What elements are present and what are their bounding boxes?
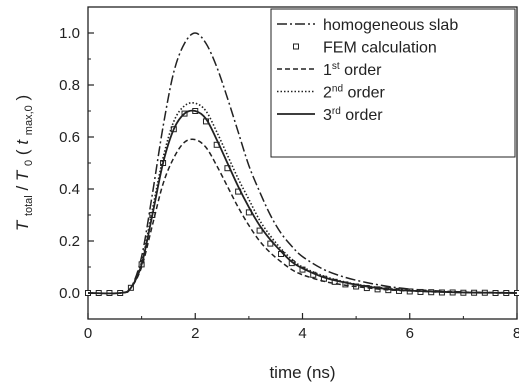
axis-ticks: 0 2 4 6 8 0.0 0.2 0.4 0.6 0.8 1.0 [59,6,519,342]
x-tick-label-3: 6 [406,325,414,342]
y-label-total-subscript: total [23,195,35,216]
fem-marker-23 [331,278,338,285]
legend-label-0: homogeneous slab [323,17,458,34]
legend-label-2: 1st order [323,61,382,79]
fem-marker-16 [256,227,263,234]
y-label-T0: T [13,169,32,181]
y-label-zero-subscript: 0 [23,160,35,166]
x-tick-label-4: 8 [513,325,519,342]
y-label-t: t [13,139,32,145]
y-label-slash: / [13,181,32,190]
y-tick-label-5: 1.0 [59,25,80,42]
y-label-max-subscript: max,0 [23,105,35,135]
plot-area: 0 2 4 6 8 0.0 0.2 0.4 0.6 0.8 1.0 homogeneous slab… [59,6,519,342]
y-tick-label-3: 0.6 [59,129,80,146]
y-axis-label: T total / T 0 ( t max,0 ) [13,95,36,231]
x-tick-label-1: 2 [191,325,199,342]
y-tick-label-4: 0.8 [59,77,80,94]
legend-label-1: FEM calculation [323,40,437,57]
series-line-0 [87,32,518,295]
x-tick-label-0: 0 [84,325,92,342]
x-tick-label-2: 4 [298,325,306,342]
legend-label-4: 3rd order [323,106,383,124]
y-label-open-paren: ( [13,149,32,155]
legend: homogeneous slab FEM calculation 1st order… [270,8,516,158]
y-tick-label-1: 0.2 [59,233,80,250]
y-label-T: T [13,219,32,231]
legend-swatch-1 [293,43,299,50]
y-tick-label-0: 0.0 [59,285,80,302]
legend-label-3: 2nd order [323,84,386,102]
y-tick-label-2: 0.4 [59,181,80,198]
y-label-close-paren: ) [13,95,32,101]
series-group [85,32,519,296]
legend-box [270,8,516,158]
series-line-4 [87,109,518,295]
x-axis-label: time (ns) [269,363,335,382]
